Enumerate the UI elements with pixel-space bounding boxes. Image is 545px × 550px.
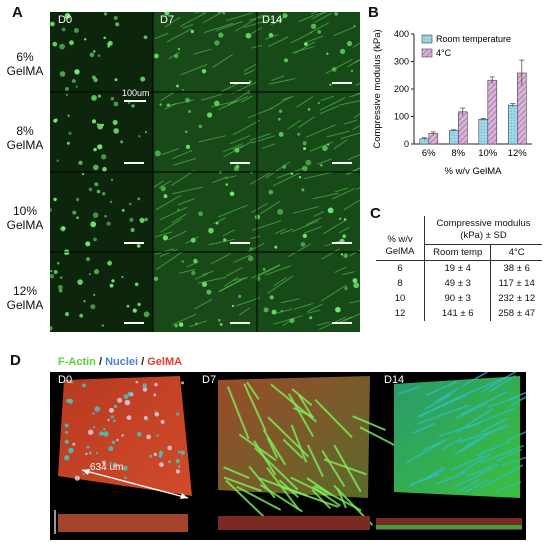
table-row: 12 141 ± 6 258 ± 47 [376, 306, 542, 321]
panel-a-col-label-d14: D14 [262, 14, 283, 26]
sub-header-4c: 4°C [490, 244, 542, 261]
legend-sep: / [138, 356, 148, 368]
legend-label: Room temperature [436, 34, 511, 44]
x-tick-label: 8% [451, 148, 465, 159]
legend-factin: F-Actin [58, 356, 96, 368]
bar-room-temperature [508, 104, 518, 145]
row-pct: 6% [16, 50, 34, 64]
panel-d-col-label-d0: D0 [58, 374, 73, 386]
cell: 38 ± 6 [503, 263, 530, 274]
panel-d-letter: D [10, 352, 21, 369]
panel-c-letter: C [370, 205, 381, 222]
scale-bar [124, 100, 146, 102]
legend-swatch [421, 48, 433, 58]
compressive-modulus-table: % w/v GelMA Compressive modulus (kPa) ± … [376, 216, 542, 321]
cell: 19 ± 4 [424, 260, 492, 276]
scale-bar [124, 242, 144, 244]
y-tick-label: 300 [394, 57, 409, 67]
bar-4c [458, 111, 468, 145]
legend-gelma: GelMA [147, 356, 183, 368]
panel-c-table: % w/v GelMA Compressive modulus (kPa) ± … [376, 216, 542, 321]
panel-a-letter: A [12, 4, 23, 21]
row-name: GelMA [6, 138, 44, 152]
panel-a-row-label-10: 10% GelMA [0, 204, 50, 232]
bar-room-temperature [478, 119, 489, 145]
legend-sep: / [95, 356, 106, 368]
panel-a-scale-label: 100um [122, 88, 150, 98]
scale-bar [332, 322, 352, 324]
row-pct: 8% [16, 124, 34, 138]
bar-4c [487, 79, 498, 145]
y-tick-label: 200 [394, 84, 409, 94]
header-left: % w/v GelMA [376, 216, 425, 261]
y-tick-label: 0 [404, 139, 409, 149]
cell: 141 ± 6 [424, 306, 492, 321]
panel-b-letter: B [368, 4, 379, 21]
legend-nuclei: Nuclei [105, 356, 139, 368]
panel-a-row-label-6: 6% GelMA [0, 50, 50, 78]
panel-b-chart: 0 100 200 300 400 6% 8% 10% 12% % w/v GelMA Compre… [366, 20, 542, 200]
row-pct: 10% [12, 204, 38, 218]
micrograph-texture [50, 12, 360, 332]
confocal-3d-renders [54, 372, 526, 534]
cell: 90 ± 3 [424, 291, 492, 306]
panel-a-col-label-d0: D0 [58, 14, 73, 26]
panel-d-col-label-d7: D7 [202, 374, 217, 386]
compressive-modulus-bar-chart: 0 100 200 300 400 6% 8% 10% 12% % w/v GelMA Compre… [372, 29, 532, 177]
scale-bar [230, 322, 250, 324]
scale-bar [230, 162, 250, 164]
y-tick-label: 400 [394, 29, 409, 39]
panel-d-render-area: D0 D7 D14 634 um 129 um [2, 372, 526, 540]
scale-bar [124, 322, 144, 324]
panel-a-col-label-d7: D7 [160, 14, 175, 26]
y-tick-label: 100 [394, 112, 409, 122]
table-row: 8 49 ± 3 117 ± 14 [376, 276, 542, 291]
scale-bar [332, 162, 352, 164]
y-axis-label: Compressive modulus (kPa) [372, 29, 383, 148]
dimension-height-label: 129 um [2, 496, 36, 507]
sub-header-room: Room temp [424, 244, 492, 261]
legend-label: 4°C [436, 48, 452, 58]
scale-bar [230, 242, 250, 244]
panel-d-col-label-d14: D14 [384, 374, 405, 386]
cell: 117 ± 14 [498, 278, 535, 289]
panel-a-row-label-8: 8% GelMA [0, 124, 50, 152]
panel-a-micrograph-grid: D0 D7 D14 100um [50, 12, 360, 332]
legend-swatch [421, 34, 433, 44]
x-tick-label: 12% [508, 148, 528, 159]
x-tick-label: 10% [478, 148, 498, 159]
cell: 6 [376, 260, 425, 276]
table-row: 10 90 ± 3 232 ± 12 [376, 291, 542, 306]
cell: 49 ± 3 [424, 276, 492, 291]
dimension-width-label: 634 um [90, 462, 124, 473]
scale-bar [124, 162, 144, 164]
row-name: GelMA [6, 218, 44, 232]
scale-bar [332, 82, 352, 84]
header-top: Compressive modulus (kPa) ± SD [424, 216, 542, 245]
cell: 258 ± 47 [498, 308, 536, 319]
cell: 232 ± 12 [498, 293, 536, 304]
scale-bar [332, 242, 352, 244]
row-name: GelMA [6, 298, 44, 312]
bar-room-temperature [449, 130, 459, 145]
row-pct: 12% [12, 284, 38, 298]
cell: 10 [376, 291, 425, 306]
stain-legend: F-Actin / Nuclei / GelMA [58, 356, 182, 368]
x-axis-label: % w/v GelMA [444, 166, 502, 177]
cell: 12 [376, 306, 425, 321]
x-tick-label: 6% [422, 148, 436, 159]
scale-bar [230, 82, 250, 84]
table-row: 6 19 ± 4 38 ± 6 [376, 260, 542, 276]
row-name: GelMA [6, 64, 44, 78]
cell: 8 [376, 276, 425, 291]
panel-a-row-label-12: 12% GelMA [0, 284, 50, 312]
